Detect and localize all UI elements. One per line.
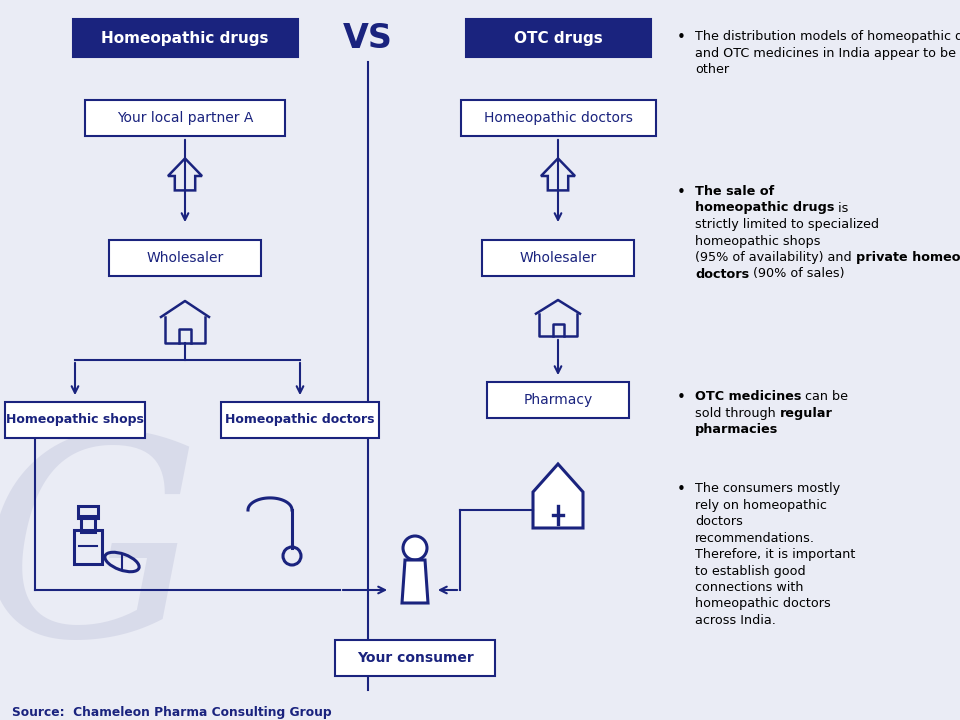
- Text: G: G: [0, 426, 201, 695]
- Text: homeopathic doctors: homeopathic doctors: [695, 598, 830, 611]
- FancyBboxPatch shape: [73, 19, 298, 57]
- Text: •: •: [677, 30, 685, 45]
- Text: is: is: [834, 202, 849, 215]
- Text: recommendations.: recommendations.: [695, 531, 815, 544]
- Text: •: •: [677, 390, 685, 405]
- Text: strictly limited to specialized: strictly limited to specialized: [695, 218, 879, 231]
- FancyBboxPatch shape: [5, 402, 145, 438]
- Text: The distribution models of homeopathic drugs: The distribution models of homeopathic d…: [695, 30, 960, 43]
- Text: Wholesaler: Wholesaler: [519, 251, 596, 265]
- Text: sold through: sold through: [695, 407, 780, 420]
- Text: Therefore, it is important: Therefore, it is important: [695, 548, 855, 561]
- Text: homeopathic shops: homeopathic shops: [695, 235, 821, 248]
- Text: homeopathic drugs: homeopathic drugs: [695, 202, 834, 215]
- Text: regular: regular: [780, 407, 832, 420]
- Text: OTC medicines: OTC medicines: [695, 390, 802, 403]
- Text: Source:  Chameleon Pharma Consulting Group: Source: Chameleon Pharma Consulting Grou…: [12, 706, 331, 719]
- Text: Homeopathic shops: Homeopathic shops: [6, 413, 144, 426]
- Text: doctors: doctors: [695, 515, 743, 528]
- FancyBboxPatch shape: [482, 240, 634, 276]
- Text: Homeopathic doctors: Homeopathic doctors: [484, 111, 633, 125]
- FancyBboxPatch shape: [109, 240, 261, 276]
- Text: (95% of availability) and: (95% of availability) and: [695, 251, 855, 264]
- Text: across India.: across India.: [695, 614, 776, 627]
- Bar: [74, 530, 102, 564]
- Text: Your consumer: Your consumer: [356, 651, 473, 665]
- Text: Homeopathic drugs: Homeopathic drugs: [101, 30, 269, 45]
- Text: and OTC medicines in India appear to be: and OTC medicines in India appear to be: [695, 47, 960, 60]
- Text: private homeopathic: private homeopathic: [855, 251, 960, 264]
- FancyBboxPatch shape: [221, 402, 379, 438]
- Text: The sale of: The sale of: [695, 185, 775, 198]
- Text: The consumers mostly: The consumers mostly: [695, 482, 840, 495]
- FancyBboxPatch shape: [85, 100, 285, 136]
- Text: rely on homeopathic: rely on homeopathic: [695, 498, 827, 511]
- Text: pharmacies: pharmacies: [695, 423, 779, 436]
- Polygon shape: [402, 560, 428, 603]
- Text: Your local partner A: Your local partner A: [117, 111, 253, 125]
- Polygon shape: [533, 464, 583, 528]
- Text: Wholesaler: Wholesaler: [146, 251, 224, 265]
- Text: •: •: [677, 482, 685, 497]
- Text: (90% of sales): (90% of sales): [749, 268, 845, 281]
- Circle shape: [403, 536, 427, 560]
- Text: Pharmacy: Pharmacy: [523, 393, 592, 407]
- FancyBboxPatch shape: [466, 19, 651, 57]
- Text: doctors: doctors: [695, 268, 749, 281]
- FancyBboxPatch shape: [487, 382, 629, 418]
- Text: can be: can be: [802, 390, 849, 403]
- FancyBboxPatch shape: [335, 640, 495, 676]
- Text: OTC drugs: OTC drugs: [514, 30, 602, 45]
- FancyBboxPatch shape: [461, 100, 656, 136]
- Text: Homeopathic doctors: Homeopathic doctors: [226, 413, 374, 426]
- Text: other: other: [695, 63, 730, 76]
- Text: •: •: [677, 185, 685, 200]
- Bar: [78, 506, 98, 518]
- Bar: [81, 516, 95, 532]
- Text: VS: VS: [343, 22, 393, 55]
- Text: connections with: connections with: [695, 581, 804, 594]
- Text: to establish good: to establish good: [695, 564, 805, 577]
